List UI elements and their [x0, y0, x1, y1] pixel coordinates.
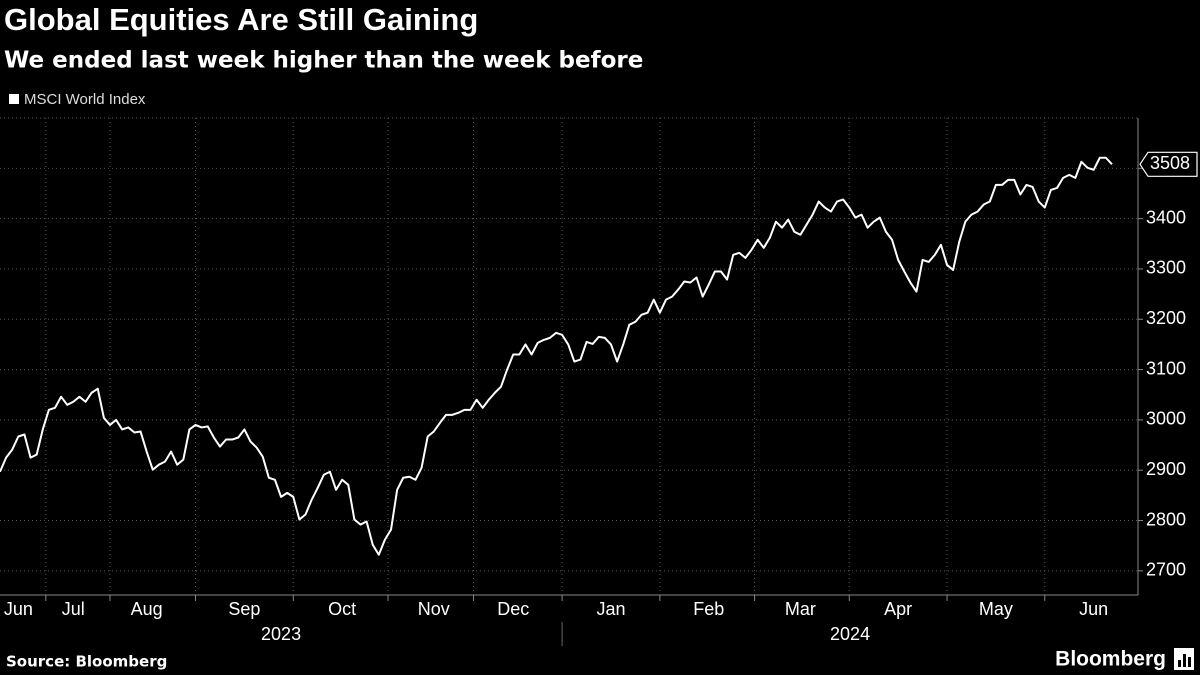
x-tick-label: Mar — [785, 599, 816, 619]
x-tick-label: Apr — [884, 599, 912, 619]
y-tick-label: 3100 — [1146, 358, 1186, 378]
y-tick-label: 2700 — [1146, 560, 1186, 580]
x-tick-label: Jul — [62, 599, 85, 619]
x-tick-label: Jan — [596, 599, 625, 619]
x-tick-label: Aug — [131, 599, 163, 619]
y-tick-label: 3300 — [1146, 258, 1186, 278]
chart-title: Global Equities Are Still Gaining — [4, 2, 478, 37]
x-tick-label: Nov — [418, 599, 450, 619]
y-tick-label: 3000 — [1146, 409, 1186, 429]
y-tick-label: 3200 — [1146, 308, 1186, 328]
y-tick-label: 3400 — [1146, 207, 1186, 227]
x-tick-label: Dec — [497, 599, 529, 619]
last-value-label: 3508 — [1150, 153, 1190, 173]
y-tick-label: 2900 — [1146, 459, 1186, 479]
x-tick-label: Jun — [4, 599, 33, 619]
source: Source: Bloomberg — [6, 653, 167, 671]
last-value-marker: 3508 — [1139, 151, 1198, 177]
y-tick-label: 2800 — [1146, 509, 1186, 529]
chart-subtitle: We ended last week higher than the week … — [4, 48, 643, 74]
legend-label: MSCI World Index — [24, 91, 146, 108]
legend-swatch — [9, 94, 19, 104]
x-tick-label: Sep — [228, 599, 260, 619]
x-tick-label: Jun — [1079, 599, 1108, 619]
x-tick-label: May — [979, 599, 1013, 619]
line-series — [0, 156, 1113, 556]
brand-icon — [1174, 648, 1194, 670]
year-label: 2023 — [261, 624, 301, 644]
x-tick-label: Feb — [693, 599, 724, 619]
year-label: 2024 — [830, 624, 870, 644]
x-tick-label: Oct — [328, 599, 356, 619]
last-value-box — [1139, 151, 1198, 177]
brand: Bloomberg — [1055, 648, 1166, 671]
